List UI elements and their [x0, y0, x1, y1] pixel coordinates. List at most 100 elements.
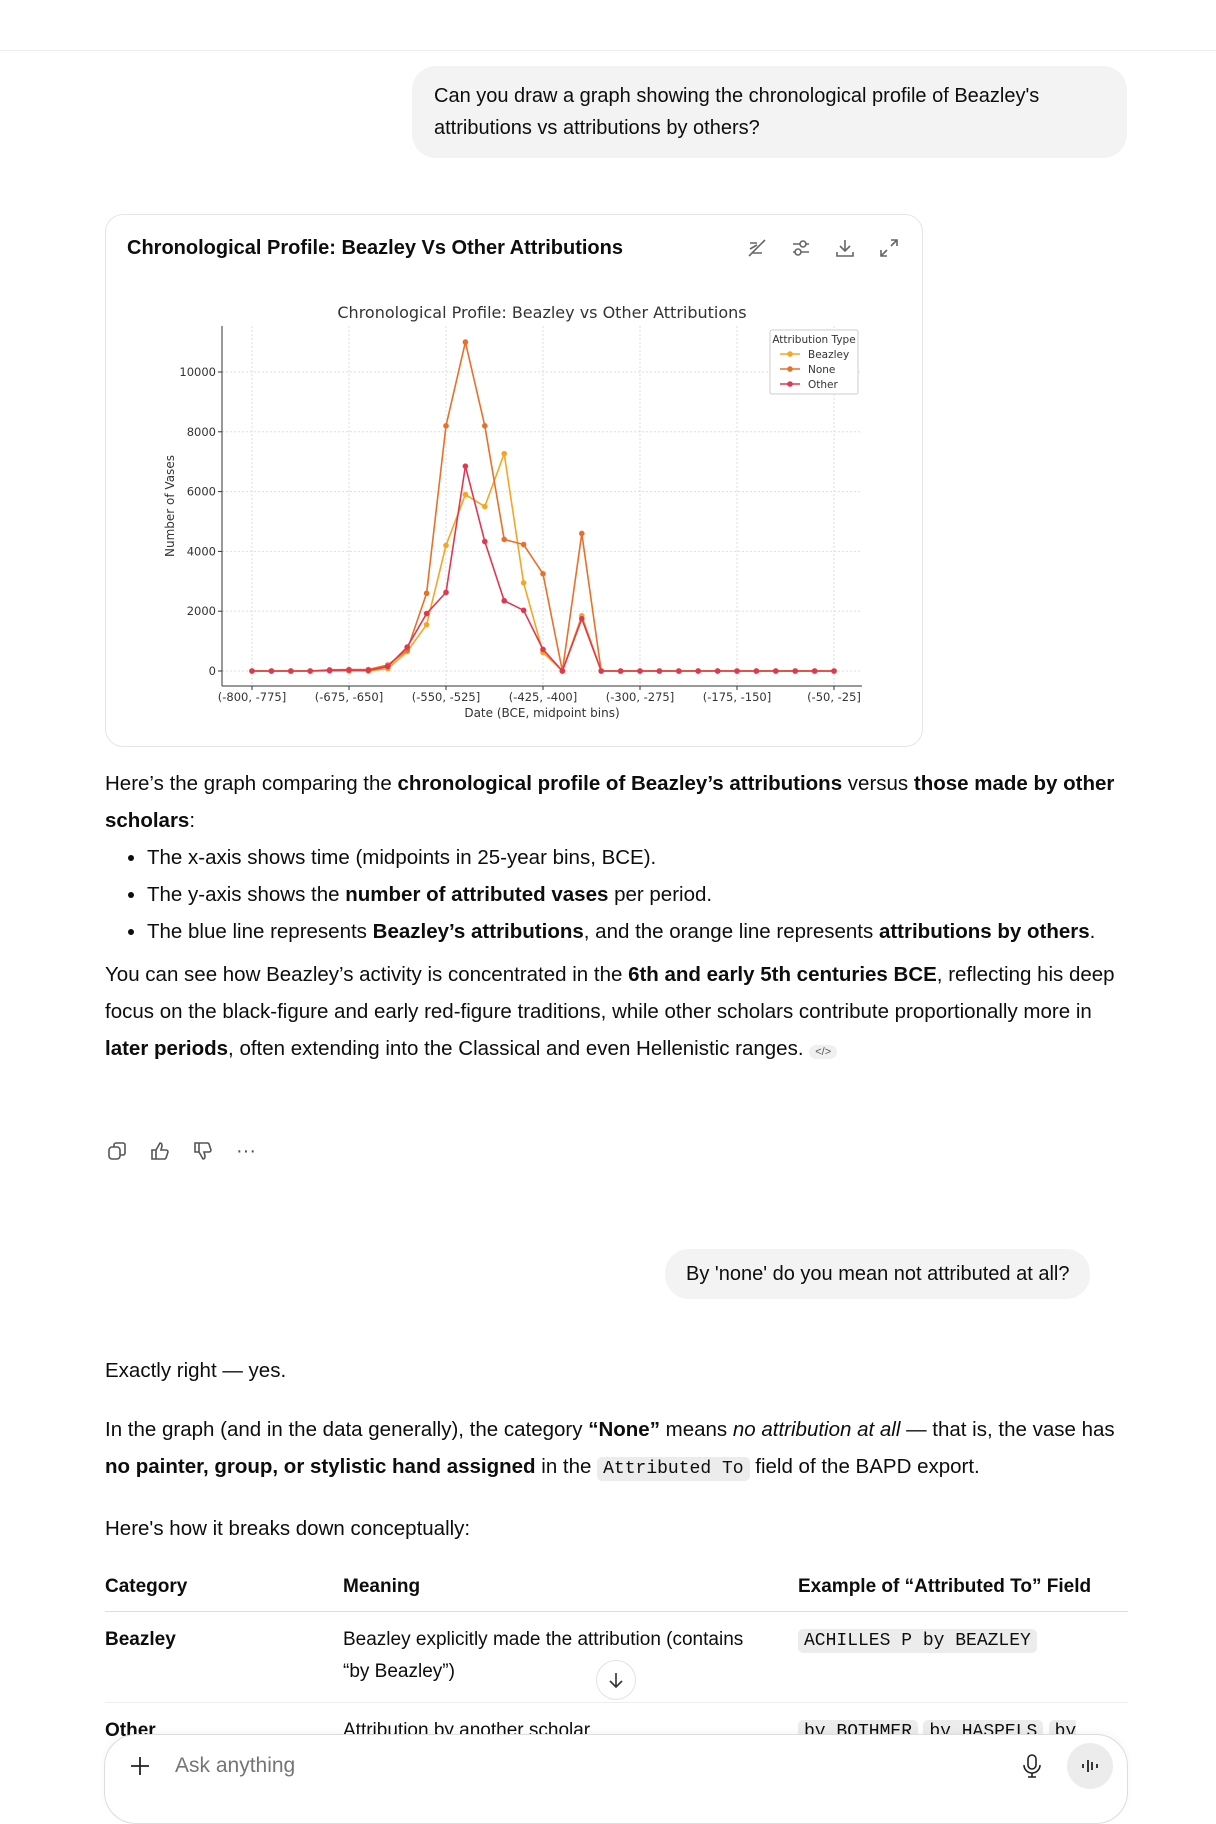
data-point-other	[695, 668, 701, 674]
legend-title: Attribution Type	[772, 334, 855, 346]
bullet-item: The y-axis shows the number of attribute…	[147, 876, 1130, 913]
assistant-reply-2: Exactly right — yes. In the graph (and i…	[105, 1352, 1130, 1547]
microphone-icon[interactable]	[1021, 1753, 1043, 1784]
thumbs-down-icon[interactable]	[191, 1138, 215, 1164]
legend-marker	[787, 381, 793, 387]
table-header: Meaning	[343, 1565, 798, 1612]
table-header: Category	[105, 1565, 343, 1612]
data-point-beazley	[462, 491, 469, 498]
bullet-item: The blue line represents Beazley’s attri…	[147, 913, 1130, 950]
x-tick-label: (-175, -150]	[703, 690, 771, 704]
data-point-other	[404, 644, 411, 650]
data-point-other	[288, 668, 294, 674]
y-tick-label: 0	[209, 664, 216, 678]
x-tick-label: (-550, -525]	[412, 690, 480, 704]
data-point-other	[676, 668, 682, 674]
data-point-other	[462, 463, 469, 469]
data-point-other	[540, 646, 546, 653]
data-point-other	[268, 668, 275, 674]
voice-mode-button[interactable]	[1067, 1743, 1113, 1789]
y-tick-label: 8000	[187, 425, 216, 439]
arrow-down-icon	[609, 1673, 623, 1689]
more-icon[interactable]: ···	[236, 1139, 256, 1162]
data-point-beazley	[443, 542, 449, 549]
data-point-none	[443, 423, 449, 429]
data-point-other	[423, 610, 430, 617]
data-point-other	[385, 663, 391, 670]
legend-label: Other	[808, 379, 838, 391]
data-point-none	[462, 339, 469, 345]
y-tick-label: 2000	[187, 604, 216, 618]
legend-marker	[787, 351, 793, 357]
x-tick-label: (-425, -400]	[509, 690, 577, 704]
data-point-none	[579, 530, 585, 537]
data-point-other	[714, 668, 721, 674]
data-point-other	[811, 668, 818, 674]
data-point-other	[734, 668, 740, 674]
data-point-other	[773, 668, 779, 674]
prompt-input[interactable]	[175, 1747, 975, 1785]
chart-card-title: Chronological Profile: Beazley Vs Other …	[127, 237, 623, 259]
data-point-beazley	[423, 621, 430, 628]
x-tick-label: (-675, -650]	[315, 690, 383, 704]
bullet-list: The x-axis shows time (midpoints in 25-y…	[105, 839, 1130, 950]
legend-box	[769, 329, 859, 395]
download-icon[interactable]	[832, 235, 858, 261]
table-header: Example of “Attributed To” Field	[798, 1565, 1128, 1612]
expand-icon[interactable]	[876, 235, 902, 261]
data-point-beazley	[482, 503, 488, 510]
data-point-other	[792, 668, 798, 674]
data-point-other	[346, 667, 352, 673]
x-axis-label: Date (BCE, midpoint bins)	[464, 706, 619, 720]
data-point-other	[501, 597, 508, 604]
scroll-down-button[interactable]	[596, 1660, 636, 1700]
data-point-none	[423, 590, 430, 597]
data-point-beazley	[520, 579, 527, 586]
data-point-none	[482, 423, 488, 429]
bullet-item: The x-axis shows time (midpoints in 25-y…	[147, 839, 1130, 876]
data-point-other	[637, 668, 643, 674]
data-point-other	[249, 668, 255, 674]
reply-paragraph: Exactly right — yes.	[105, 1359, 287, 1382]
user-message: By 'none' do you mean not attributed at …	[665, 1249, 1091, 1299]
data-point-other	[559, 668, 566, 674]
copy-icon[interactable]	[105, 1138, 129, 1164]
data-point-none	[501, 536, 508, 543]
hide-labels-icon[interactable]	[744, 235, 770, 261]
settings-sliders-icon[interactable]	[788, 235, 814, 261]
x-tick-label: (-800, -775]	[218, 690, 286, 704]
data-point-other	[579, 615, 585, 622]
data-point-other	[307, 668, 314, 674]
data-point-other	[482, 538, 488, 545]
plus-icon[interactable]	[129, 1755, 151, 1782]
user-message: Can you draw a graph showing the chronol…	[412, 66, 1127, 158]
y-tick-label: 4000	[187, 544, 216, 558]
data-point-other	[598, 668, 604, 674]
reply-paragraph: In the graph (and in the data generally)…	[105, 1418, 1115, 1481]
reply-paragraph: You can see how Beazley’s activity is co…	[105, 963, 1115, 1060]
series-line-other	[252, 465, 834, 673]
data-point-other	[617, 668, 624, 674]
data-point-none	[520, 541, 527, 548]
assistant-reply-1: Here’s the graph comparing the chronolog…	[105, 765, 1130, 1071]
chart-card: Chronological Profile: Beazley Vs Other …	[105, 214, 923, 747]
data-point-other	[656, 668, 663, 674]
legend-label: None	[808, 364, 835, 376]
table-row: Beazley Beazley explicitly made the attr…	[105, 1611, 1128, 1703]
voice-wave-icon	[1082, 1760, 1098, 1772]
reply-paragraph: Here's how it breaks down conceptually:	[105, 1517, 471, 1540]
data-point-other	[831, 668, 837, 674]
code-icon[interactable]: </>	[809, 1045, 838, 1059]
data-point-beazley	[501, 450, 508, 457]
y-axis-label: Number of Vases	[163, 455, 177, 557]
data-point-other	[753, 668, 760, 674]
data-point-other	[326, 667, 333, 674]
chart-title: Chronological Profile: Beazley vs Other …	[337, 303, 746, 322]
x-tick-label: (-50, -25]	[807, 690, 861, 704]
data-point-other	[520, 607, 527, 614]
legend-label: Beazley	[808, 349, 849, 361]
data-point-other	[443, 589, 449, 596]
data-point-none	[540, 571, 546, 577]
thumbs-up-icon[interactable]	[148, 1138, 172, 1164]
x-tick-label: (-300, -275]	[606, 690, 674, 704]
